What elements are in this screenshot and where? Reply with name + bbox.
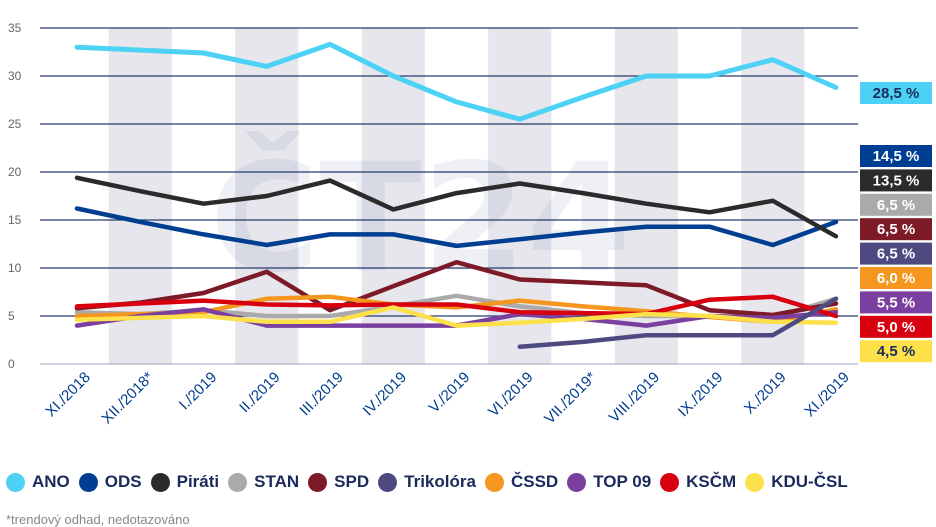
legend-swatch	[308, 472, 328, 492]
legend-item-ods: ODS	[78, 472, 142, 492]
legend-label: Piráti	[176, 472, 220, 491]
y-tick-label: 15	[8, 213, 22, 227]
end-label-box	[860, 169, 932, 192]
y-tick-label: 35	[8, 21, 22, 35]
legend-item-trikolóra: Trikolóra	[378, 472, 476, 492]
end-label-box	[860, 315, 932, 338]
y-axis-ticks: 0 5 10 15 20 25 30 35	[8, 21, 22, 371]
x-tick-label: VII./2019*	[541, 369, 600, 428]
end-label-box	[860, 82, 932, 104]
legend-item-stan: STAN	[228, 472, 299, 492]
column-band	[741, 28, 805, 364]
legend-label: KDU-ČSL	[771, 472, 848, 491]
legend-swatch	[660, 472, 680, 492]
legend-item-piráti: Piráti	[150, 472, 220, 492]
legend-swatch	[378, 472, 398, 492]
legend-label: ČSSD	[510, 472, 559, 491]
y-tick-label: 0	[8, 357, 15, 371]
series-line-ksčm	[74, 294, 839, 319]
series-line-spd	[74, 259, 839, 318]
end-label-box	[860, 340, 932, 363]
end-value-label: 6,0 %	[877, 270, 915, 287]
end-value-labels: 28,5 % 14,5 % 13,5 % 6,5 % 6,5 % 6,5 % 6,0 % 5,…	[860, 82, 932, 363]
legend-label: SPD	[334, 472, 370, 491]
y-tick-label: 5	[8, 309, 15, 323]
x-tick-label: VI./2019	[485, 369, 537, 421]
series-line-ods	[74, 206, 839, 249]
x-tick-label: IX./2019	[675, 369, 727, 421]
end-label-box	[860, 291, 932, 314]
legend-item-kdu-čsl: KDU-ČSL	[745, 472, 848, 492]
x-tick-label: X./2019	[741, 369, 790, 418]
legend-label: ODS	[104, 472, 142, 491]
legend-item-top-09: TOP 09	[567, 472, 651, 492]
series-line-piráti	[74, 175, 839, 239]
series-lines	[74, 41, 839, 349]
x-tick-label: VIII./2019	[606, 369, 663, 426]
legend-swatch	[150, 472, 170, 492]
x-tick-label: I./2019	[176, 369, 220, 413]
x-axis-ticks: XI./2018 XII./2018* I./2019 II./2019 III./20…	[42, 369, 853, 428]
x-tick-label: XI./2019	[801, 369, 853, 421]
end-label-box	[860, 267, 932, 289]
y-tick-label: 25	[8, 117, 22, 131]
end-value-label: 14,5 %	[873, 148, 920, 165]
legend-label: Trikolóra	[404, 472, 476, 491]
series-line-ano	[74, 41, 839, 122]
end-label-box	[860, 218, 932, 241]
end-value-label: 6,5 %	[877, 221, 915, 238]
y-tick-label: 30	[8, 69, 22, 83]
end-value-label: 5,0 %	[877, 319, 915, 336]
legend-swatch	[6, 472, 25, 492]
end-value-label: 28,5 %	[873, 85, 920, 102]
legend-item-ano: ANO	[6, 472, 70, 492]
legend-item-čssd: ČSSD	[484, 472, 559, 492]
legend-swatch	[228, 472, 248, 492]
x-tick-label: IV./2019	[360, 369, 411, 420]
legend-item-spd: SPD	[308, 472, 369, 492]
end-label-box	[860, 193, 932, 216]
end-value-label: 6,5 %	[877, 197, 915, 214]
x-tick-label: III./2019	[296, 369, 346, 419]
end-value-label: 13,5 %	[873, 172, 920, 189]
legend-swatch	[567, 472, 587, 492]
legend: ANO ODS Piráti STAN SPD Trikolóra ČSSD TOP 09 KS…	[6, 472, 857, 492]
end-value-label: 4,5 %	[877, 343, 915, 360]
end-label-box	[860, 242, 932, 265]
legend-label: STAN	[254, 472, 300, 491]
end-value-label: 5,5 %	[877, 294, 915, 311]
x-tick-label: V./2019	[426, 369, 474, 417]
legend-label: ANO	[32, 472, 70, 491]
y-tick-label: 20	[8, 165, 22, 179]
legend-label: KSČM	[686, 472, 737, 491]
x-tick-label: XI./2018	[42, 369, 94, 421]
y-tick-label: 10	[8, 261, 22, 275]
series-line-trikolóra	[517, 296, 839, 349]
x-tick-label: XII./2018*	[98, 369, 157, 428]
end-value-label: 6,5 %	[877, 246, 915, 263]
x-tick-label: II./2019	[236, 369, 283, 416]
gridlines	[40, 27, 858, 365]
legend-swatch	[484, 472, 504, 492]
end-label-box	[860, 145, 932, 167]
footnote: *trendový odhad, nedotazováno	[6, 512, 190, 527]
legend-swatch	[78, 472, 98, 492]
series-line-kdu-čsl	[74, 305, 839, 328]
legend-item-ksčm: KSČM	[660, 472, 736, 492]
legend-swatch	[745, 472, 765, 492]
legend-label: TOP 09	[593, 472, 652, 491]
